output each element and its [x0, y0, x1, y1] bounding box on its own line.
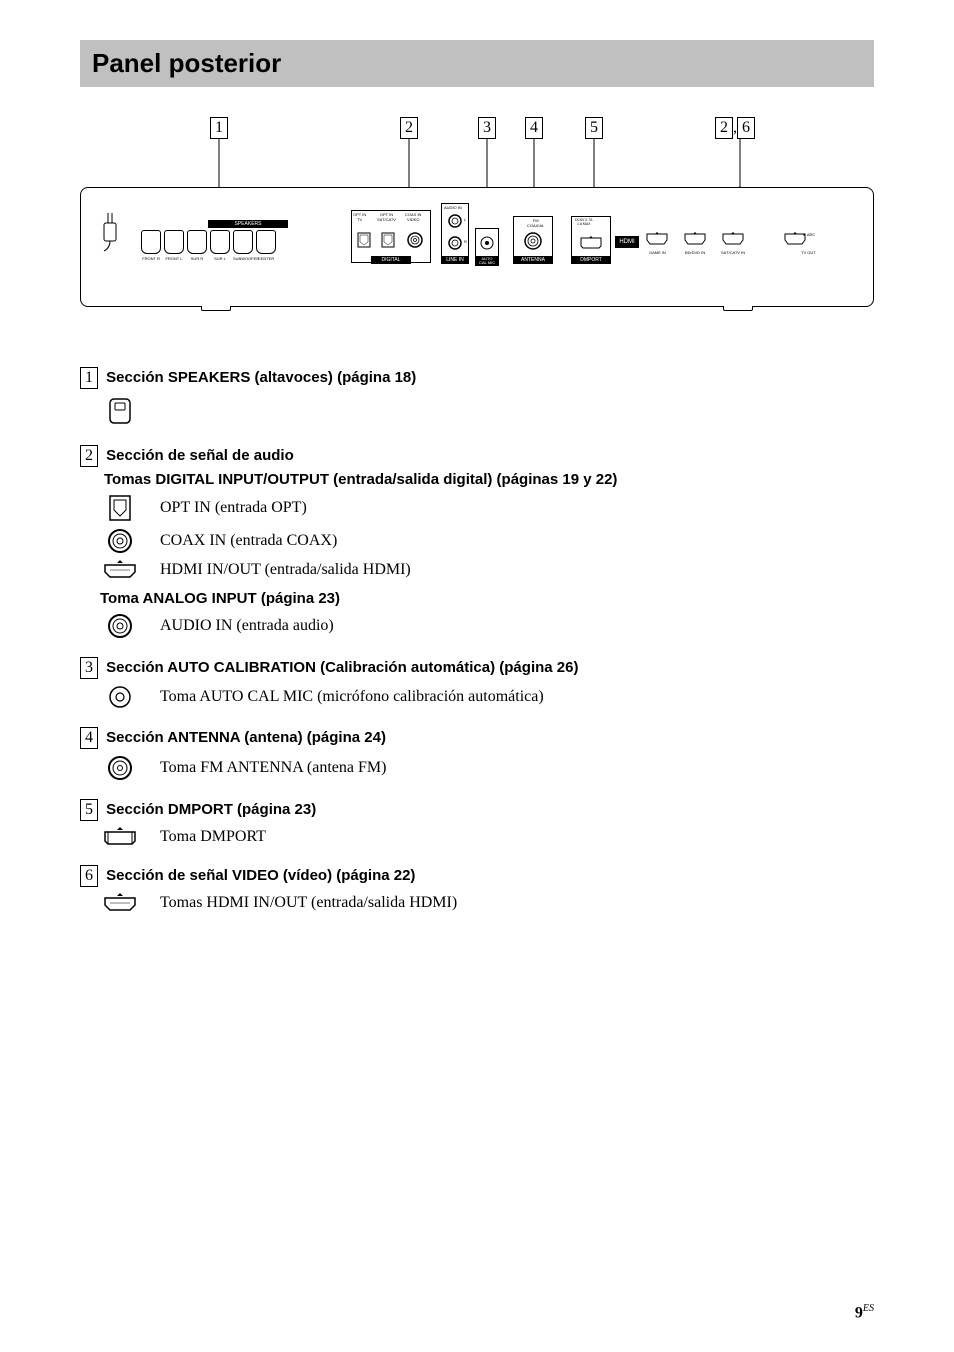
callout-1: 1	[210, 117, 228, 139]
section-3: 3 Sección AUTO CALIBRATION (Calibración …	[80, 657, 874, 709]
foot-left	[201, 306, 231, 311]
section-2: 2 Sección de señal de audio Tomas DIGITA…	[80, 445, 874, 639]
dmport-label: DMPORT	[571, 256, 611, 264]
opt-icon	[100, 494, 140, 522]
section-6: 6 Sección de señal VIDEO (vídeo) (página…	[80, 865, 874, 913]
audio-icon	[100, 613, 140, 639]
opt-in-row: OPT IN (entrada OPT)	[100, 494, 874, 522]
coax-in-row: COAX IN (entrada COAX)	[100, 528, 874, 554]
analog-subheading: Toma ANALOG INPUT (página 23)	[100, 590, 874, 607]
section-6-heading: 6 Sección de señal VIDEO (vídeo) (página…	[80, 865, 874, 887]
hdmi-row: HDMI IN/OUT (entrada/salida HDMI)	[100, 560, 874, 580]
fm-row: Toma FM ANTENNA (antena FM)	[100, 755, 874, 781]
speakers-label: SPEAKERS	[208, 220, 288, 228]
linein-label: LINE IN	[441, 256, 469, 264]
section-5: 5 Sección DMPORT (página 23) Toma DMPORT	[80, 799, 874, 847]
callout-5: 5	[585, 117, 603, 139]
mic-icon	[100, 685, 140, 709]
section-5-heading: 5 Sección DMPORT (página 23)	[80, 799, 874, 821]
section-4: 4 Sección ANTENNA (antena) (página 24) T…	[80, 727, 874, 781]
callout-4: 4	[525, 117, 543, 139]
audio-l-jack	[448, 214, 462, 228]
speaker-terminal-icon	[100, 395, 140, 427]
hdmi-label: HDMI	[615, 236, 639, 248]
hdmi-game	[645, 232, 669, 246]
mic-row: Toma AUTO CAL MIC (micrófono calibración…	[100, 685, 874, 709]
mic-jack	[480, 236, 494, 250]
fm-jack	[524, 232, 542, 250]
page-title: Panel posterior	[92, 48, 862, 79]
section-3-heading: 3 Sección AUTO CALIBRATION (Calibración …	[80, 657, 874, 679]
title-bar: Panel posterior	[80, 40, 874, 87]
foot-right	[723, 306, 753, 311]
hdmi-bddvd	[683, 232, 707, 246]
section-4-heading: 4 Sección ANTENNA (antena) (página 24)	[80, 727, 874, 749]
coax-jack	[407, 232, 423, 248]
section-2-heading: 2 Sección de señal de audio	[80, 445, 874, 467]
speaker-terminals	[141, 230, 276, 254]
dmport-jack	[579, 236, 603, 250]
rear-panel-diagram: 1 2 3 4 5 2,6	[80, 117, 874, 347]
hdmi-icon	[100, 560, 140, 580]
callout-3: 3	[478, 117, 496, 139]
opt-jack-2	[381, 232, 395, 248]
fm-icon	[100, 755, 140, 781]
digital-label: DIGITAL	[371, 256, 411, 264]
ac-cord-icon	[96, 213, 126, 253]
section-1: 1 Sección SPEAKERS (altavoces) (página 1…	[80, 367, 874, 427]
hdmi-video-icon	[100, 893, 140, 913]
linein-box	[441, 203, 469, 263]
dmport-row: Toma DMPORT	[100, 827, 874, 847]
audio-in-row: AUDIO IN (entrada audio)	[100, 613, 874, 639]
hdmi-ports	[645, 232, 807, 246]
coax-icon	[100, 528, 140, 554]
section-1-icon-row	[100, 395, 874, 427]
callout-2-6: 2,6	[715, 117, 755, 139]
speaker-terminal-labels: FRONT R FRONT L SUR R SUR L SUBWOOFER CE…	[141, 256, 279, 261]
rear-panel-drawing: SPEAKERS FRONT R FRONT L SUR R SUR L SUB…	[80, 187, 874, 307]
section-2-heading2: Tomas DIGITAL INPUT/OUTPUT (entrada/sali…	[104, 471, 874, 488]
page-number: 9ES	[855, 1303, 874, 1322]
autocal-label: AUTO CAL MIC	[475, 256, 499, 266]
section-1-heading: 1 Sección SPEAKERS (altavoces) (página 1…	[80, 367, 874, 389]
hdmi-video-row: Tomas HDMI IN/OUT (entrada/salida HDMI)	[100, 893, 874, 913]
opt-jack-1	[357, 232, 371, 248]
antenna-label: ANTENNA	[513, 256, 553, 264]
dmport-icon	[100, 827, 140, 847]
callout-2: 2	[400, 117, 418, 139]
audio-r-jack	[448, 236, 462, 250]
hdmi-satcatv	[721, 232, 745, 246]
arc-label: ▼ ARC	[802, 232, 815, 237]
